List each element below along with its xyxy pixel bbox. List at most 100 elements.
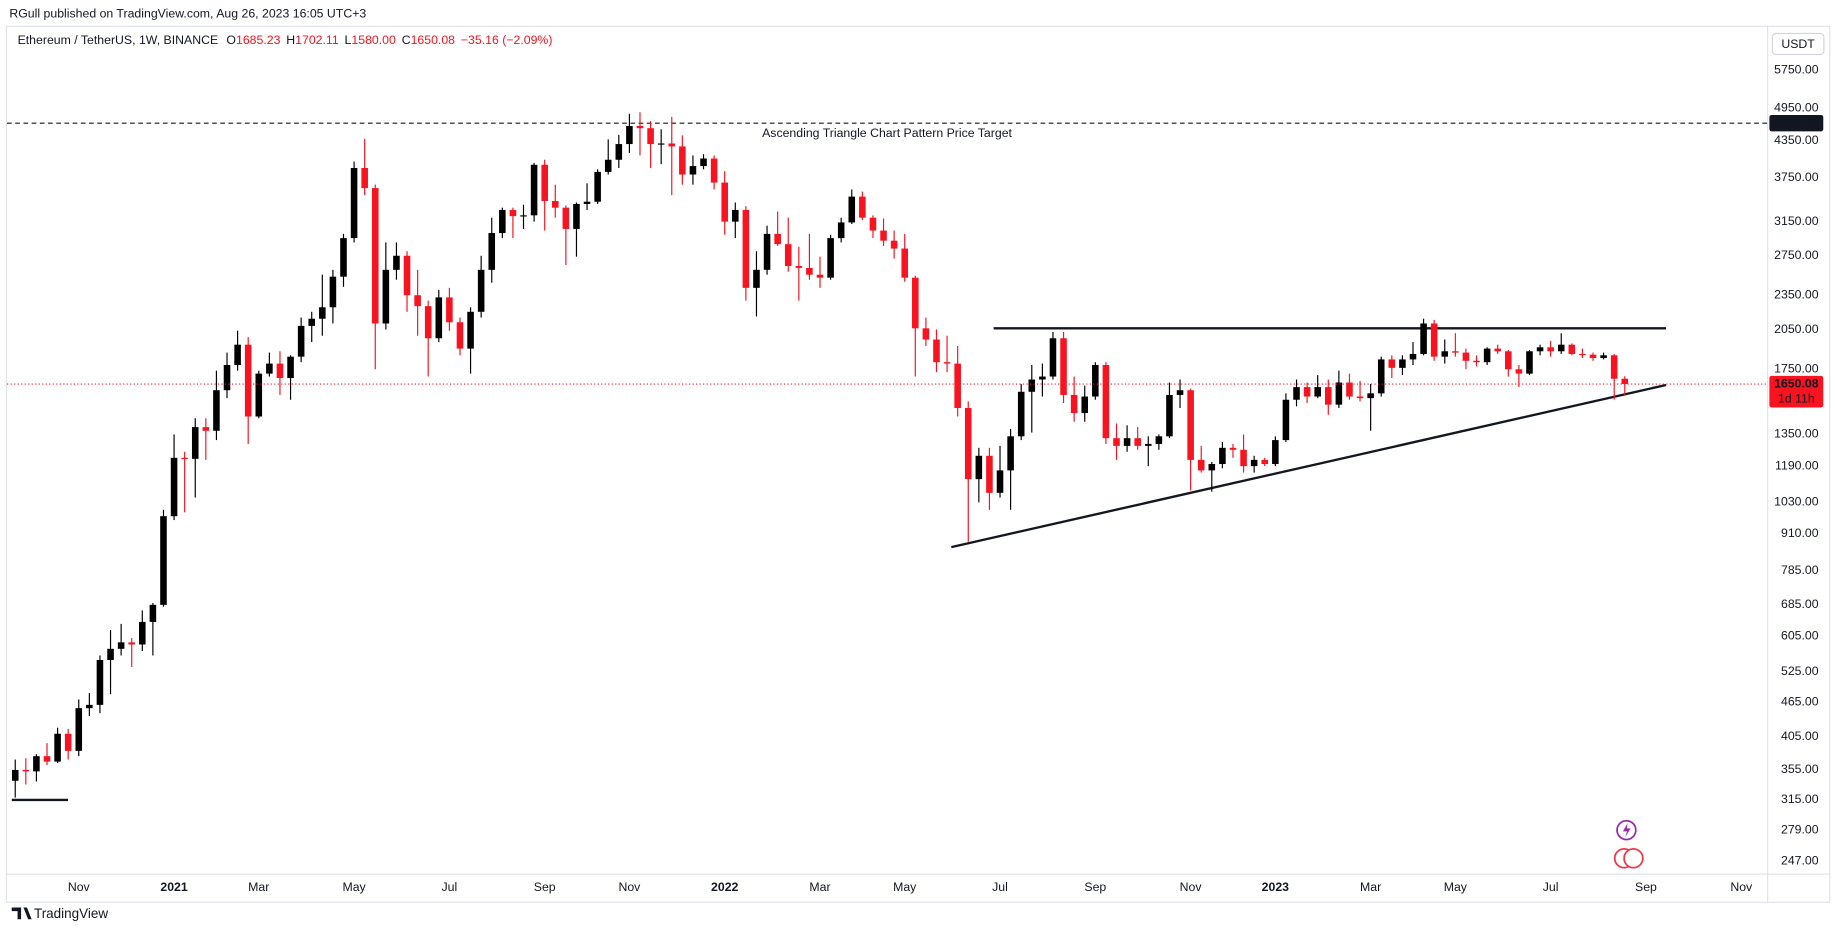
events-icon-2[interactable] bbox=[1623, 848, 1644, 869]
candle-body bbox=[541, 164, 548, 201]
candle-body bbox=[1092, 365, 1099, 397]
candle-body bbox=[1473, 360, 1480, 363]
x-tick-label: Nov bbox=[1180, 880, 1203, 894]
candle-body bbox=[1272, 440, 1279, 465]
candle-body bbox=[1303, 387, 1311, 397]
candle-body bbox=[933, 339, 940, 363]
candle-body bbox=[721, 182, 728, 222]
last-price-box bbox=[1769, 375, 1824, 408]
candle-body bbox=[615, 144, 623, 160]
candle-body bbox=[86, 704, 93, 709]
candle-body bbox=[1208, 464, 1216, 471]
candle-body bbox=[1600, 355, 1607, 359]
candle-body bbox=[96, 659, 104, 705]
candle-body bbox=[255, 373, 263, 417]
candle-body bbox=[435, 297, 443, 339]
candle-body bbox=[1335, 382, 1343, 405]
chart-frame bbox=[5, 25, 1831, 903]
candle-body bbox=[1420, 323, 1427, 354]
candle-body bbox=[710, 158, 718, 183]
x-tick-label: May bbox=[342, 880, 366, 894]
candle-body bbox=[827, 238, 834, 278]
candle-body bbox=[890, 240, 898, 249]
x-tick-label: Jul bbox=[442, 880, 458, 894]
candle-body bbox=[64, 733, 72, 751]
y-tick-label: 315.00 bbox=[1781, 792, 1819, 806]
candle-body bbox=[424, 306, 432, 339]
x-tick-label: Jul bbox=[992, 880, 1008, 894]
candle-body bbox=[1526, 351, 1533, 374]
candle-body bbox=[1282, 399, 1290, 441]
candle-body bbox=[1102, 365, 1110, 439]
candle-body bbox=[499, 209, 506, 234]
candle-body bbox=[117, 642, 125, 649]
candle-body bbox=[223, 365, 231, 391]
candle-body bbox=[530, 164, 538, 216]
candle-body bbox=[943, 362, 951, 364]
brand: TradingView bbox=[11, 906, 108, 921]
candle-body bbox=[795, 266, 803, 268]
candle-body bbox=[1610, 355, 1618, 379]
candle-body bbox=[784, 244, 792, 267]
candle-body bbox=[340, 238, 347, 277]
candle-body bbox=[1325, 387, 1332, 405]
candle-body bbox=[287, 356, 294, 379]
y-tick-label: 525.00 bbox=[1781, 664, 1819, 678]
trendline bbox=[951, 383, 1667, 549]
candle-body bbox=[1568, 344, 1576, 354]
candle-body bbox=[816, 274, 824, 278]
candle-body bbox=[1483, 348, 1491, 363]
candle-body bbox=[869, 217, 877, 231]
countdown-label: 1d 11h bbox=[1778, 392, 1815, 406]
y-tick-label: 4350.00 bbox=[1774, 133, 1819, 147]
candle-body bbox=[1515, 369, 1523, 374]
candle-body bbox=[202, 427, 210, 431]
candle-body bbox=[266, 363, 273, 374]
currency-button[interactable] bbox=[1771, 32, 1825, 56]
x-tick-label: Nov bbox=[68, 880, 91, 894]
candle-body bbox=[774, 233, 781, 245]
candle-body bbox=[244, 344, 252, 417]
x-tick-label: Jul bbox=[1543, 880, 1559, 894]
candle-body bbox=[191, 427, 199, 459]
y-tick-label: 1190.00 bbox=[1775, 458, 1819, 472]
alert-bolt bbox=[1622, 823, 1631, 838]
candle-body bbox=[1293, 387, 1300, 400]
candle-body bbox=[54, 733, 61, 762]
target-text: Ascending Triangle Chart Pattern Price T… bbox=[762, 126, 1012, 140]
candle-body bbox=[149, 604, 157, 622]
candle-body bbox=[1430, 323, 1438, 357]
candle-body bbox=[848, 196, 856, 223]
candle-body bbox=[181, 457, 188, 460]
candle-body bbox=[477, 269, 485, 312]
candle-body bbox=[1028, 379, 1036, 392]
candle-body bbox=[128, 642, 135, 645]
y-tick-label: 3150.00 bbox=[1774, 214, 1819, 228]
candle-body bbox=[1039, 376, 1046, 380]
candle-body bbox=[319, 307, 326, 319]
legend-value: 1650.08 bbox=[411, 33, 456, 47]
y-tick-label: 685.00 bbox=[1781, 597, 1819, 611]
y-tick-label: 2750.00 bbox=[1774, 248, 1819, 262]
candle-body bbox=[1557, 344, 1565, 352]
candle-body bbox=[1441, 351, 1449, 357]
candle-body bbox=[297, 325, 305, 357]
candle-body bbox=[1144, 443, 1152, 446]
candle-body bbox=[1187, 390, 1194, 460]
candle-body bbox=[901, 248, 909, 278]
candle-body bbox=[1494, 348, 1501, 352]
candle-body bbox=[1621, 378, 1629, 385]
candle-body bbox=[350, 167, 358, 239]
candle-body bbox=[1134, 438, 1141, 446]
candle-body bbox=[509, 209, 517, 217]
candle-body bbox=[467, 311, 474, 349]
candle-body bbox=[1388, 359, 1396, 368]
candle-body bbox=[1452, 351, 1459, 353]
icons bbox=[1613, 819, 1644, 869]
candle-body bbox=[1346, 382, 1353, 397]
candle-body bbox=[1049, 338, 1057, 377]
candle-body bbox=[1377, 359, 1385, 394]
candle-body bbox=[234, 344, 241, 366]
candle-body bbox=[753, 269, 760, 288]
candle-body bbox=[33, 756, 40, 772]
